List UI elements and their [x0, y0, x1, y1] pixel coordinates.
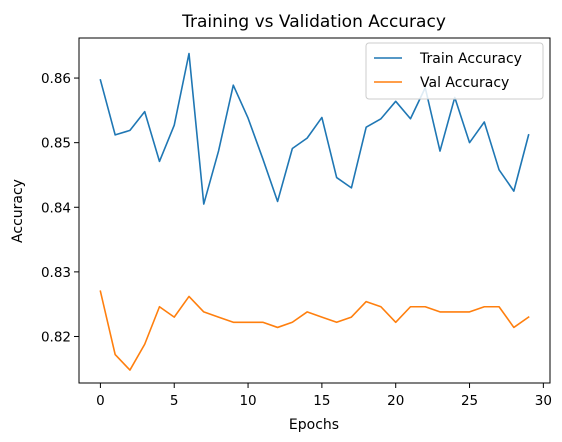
x-tick-label: 10 [239, 393, 256, 409]
y-tick-label: 0.82 [41, 329, 71, 345]
x-tick-label: 20 [387, 393, 404, 409]
plot-lines [99, 52, 530, 371]
legend: Train Accuracy Val Accuracy [365, 42, 544, 100]
x-tick-label: 25 [461, 393, 478, 409]
series-line-val-accuracy [99, 290, 530, 371]
x-axis-ticks: 0 5 10 15 20 25 30 [96, 383, 552, 409]
legend-box [365, 42, 544, 100]
legend-label: Val Accuracy [420, 75, 509, 91]
x-tick-label: 5 [170, 393, 179, 409]
x-axis-label: Epochs [289, 417, 339, 433]
chart-title: Training vs Validation Accuracy [181, 12, 446, 32]
plot-frame [78, 37, 551, 384]
y-axis-ticks: 0.82 0.83 0.84 0.85 0.86 [41, 71, 79, 345]
x-tick-label: 30 [535, 393, 552, 409]
y-tick-label: 0.84 [41, 200, 71, 216]
series-line-train-accuracy [99, 52, 530, 205]
y-axis-label: Accuracy [10, 179, 26, 243]
y-tick-label: 0.85 [41, 136, 71, 152]
y-tick-label: 0.83 [41, 265, 71, 281]
y-tick-label: 0.86 [41, 71, 71, 87]
legend-label: Train Accuracy [419, 51, 522, 67]
x-tick-label: 15 [313, 393, 330, 409]
x-tick-label: 0 [96, 393, 105, 409]
